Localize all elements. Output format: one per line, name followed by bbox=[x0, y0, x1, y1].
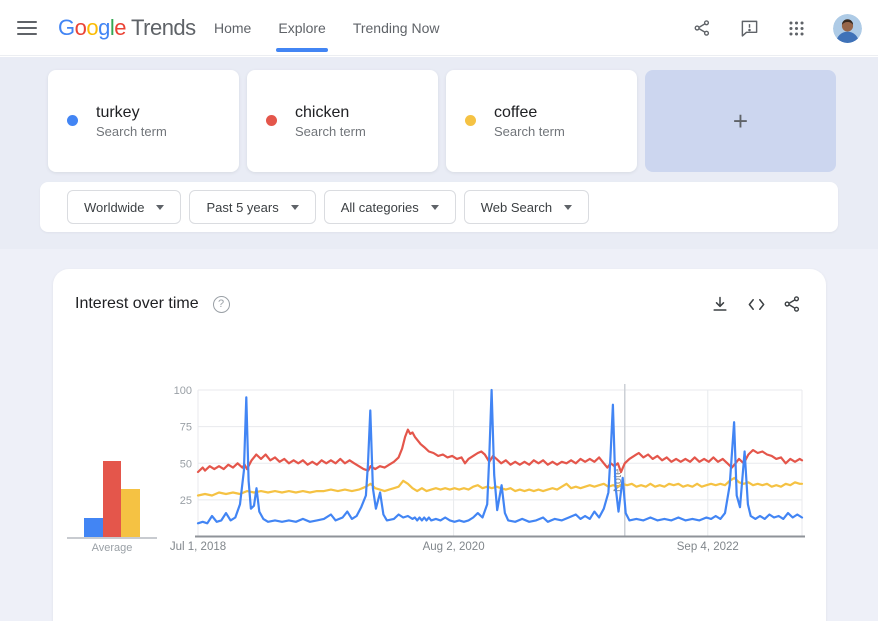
filter-category-dropdown[interactable]: All categories bbox=[323, 190, 456, 224]
filter-label: Worldwide bbox=[84, 199, 145, 215]
download-icon[interactable] bbox=[710, 294, 730, 314]
average-label: Average bbox=[91, 542, 133, 554]
y-axis-tick-label: 50 bbox=[180, 458, 192, 470]
logo-letter: o bbox=[74, 15, 87, 40]
term-type-label: Search term bbox=[295, 124, 366, 139]
nav-item-explore[interactable]: Explore bbox=[276, 0, 329, 56]
filter-region-dropdown[interactable]: Worldwide bbox=[67, 190, 182, 224]
panel-actions bbox=[710, 294, 802, 314]
header-actions bbox=[692, 0, 862, 56]
primary-nav: Home Explore Trending Now bbox=[214, 0, 439, 56]
help-icon[interactable]: ? bbox=[212, 295, 230, 313]
series-color-dot bbox=[266, 115, 277, 126]
term-label: chicken bbox=[295, 104, 350, 121]
series-color-dot bbox=[67, 115, 78, 126]
apps-grid-icon[interactable] bbox=[786, 18, 806, 38]
logo-letter: l bbox=[109, 15, 115, 40]
term-type-label: Search term bbox=[96, 124, 167, 139]
average-axis-line bbox=[67, 537, 157, 539]
query-section: turkey Search term chicken Search term c… bbox=[0, 57, 878, 249]
panel-title: Interest over time bbox=[75, 295, 199, 312]
results-section: Interest over time ? Average 25 50 75 100 No… bbox=[0, 249, 878, 621]
series-line-chicken bbox=[196, 428, 804, 474]
logo-letter: g bbox=[98, 15, 110, 40]
term-card-turkey[interactable]: turkey Search term bbox=[48, 70, 239, 172]
filter-bar: Worldwide Past 5 years All categories We… bbox=[40, 182, 838, 232]
series-line-turkey bbox=[196, 388, 804, 525]
filter-label: Web Search bbox=[480, 199, 553, 215]
x-axis-tick-label: Jul 1, 2018 bbox=[170, 541, 226, 553]
x-axis-tick-label: Aug 2, 2020 bbox=[423, 541, 485, 553]
dropdown-caret-icon bbox=[564, 204, 573, 210]
embed-icon[interactable] bbox=[746, 294, 766, 314]
logo-letter: e bbox=[114, 15, 127, 40]
average-bars[interactable] bbox=[67, 457, 157, 537]
dropdown-caret-icon bbox=[290, 204, 299, 210]
series-color-dot bbox=[465, 115, 476, 126]
dropdown-caret-icon bbox=[156, 204, 165, 210]
term-label: turkey bbox=[96, 104, 140, 121]
average-bar-chicken bbox=[102, 460, 122, 537]
logo-letter: o bbox=[86, 15, 99, 40]
y-axis-tick-label: 100 bbox=[174, 385, 192, 397]
y-axis-tick-label: 75 bbox=[180, 422, 192, 434]
nav-item-trending-now[interactable]: Trending Now bbox=[352, 20, 440, 36]
average-bar-turkey bbox=[84, 518, 103, 537]
share-icon[interactable] bbox=[782, 294, 802, 314]
average-bar-coffee bbox=[121, 488, 140, 537]
term-card-coffee[interactable]: coffee Search term bbox=[446, 70, 637, 172]
search-terms-row: turkey Search term chicken Search term c… bbox=[48, 70, 836, 172]
x-axis-tick-label: Sep 4, 2022 bbox=[677, 541, 739, 553]
nav-item-home[interactable]: Home bbox=[214, 20, 252, 36]
term-label: coffee bbox=[494, 104, 538, 121]
y-axis-tick-label: 25 bbox=[180, 495, 192, 507]
filter-time-dropdown[interactable]: Past 5 years bbox=[189, 190, 316, 224]
share-icon[interactable] bbox=[692, 18, 712, 38]
feedback-icon[interactable] bbox=[739, 18, 759, 38]
dropdown-caret-icon bbox=[430, 204, 439, 210]
filter-label: Past 5 years bbox=[206, 199, 279, 215]
logo-product-name: Trends bbox=[131, 15, 196, 40]
avatar[interactable] bbox=[833, 13, 862, 43]
term-type-label: Search term bbox=[494, 124, 565, 139]
term-card-chicken[interactable]: chicken Search term bbox=[247, 70, 438, 172]
menu-icon[interactable] bbox=[16, 17, 38, 39]
plus-icon: + bbox=[732, 106, 749, 136]
filter-search-type-dropdown[interactable]: Web Search bbox=[463, 190, 590, 224]
add-comparison-card[interactable]: + bbox=[645, 70, 836, 172]
series-line-coffee bbox=[196, 476, 804, 497]
logo-letter: G bbox=[58, 15, 75, 40]
interest-over-time-card: Interest over time ? Average 25 50 75 100 No… bbox=[53, 269, 826, 621]
filter-label: All categories bbox=[340, 199, 419, 215]
